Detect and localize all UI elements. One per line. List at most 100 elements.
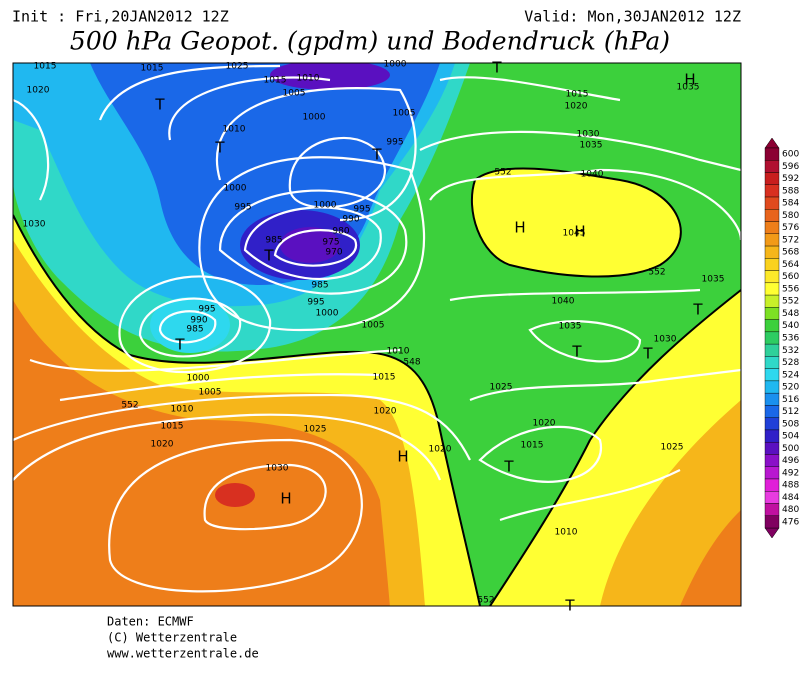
pressure-center: T — [263, 247, 274, 265]
colorbar-swatch — [764, 184, 780, 198]
pressure-center: T — [214, 139, 225, 157]
isobar-label: 1000 — [303, 113, 326, 123]
colorbar-label: 556 — [782, 284, 799, 294]
isobar-label: 1020 — [374, 407, 397, 417]
colorbar-swatch — [764, 429, 780, 443]
colorbar-swatch — [764, 441, 780, 455]
isobar-label: 985 — [186, 325, 203, 335]
isobar-label: 552 — [121, 401, 138, 411]
colorbar-swatch — [764, 356, 780, 369]
colorbar-label: 496 — [782, 456, 799, 466]
isobar-label: 1030 — [654, 335, 677, 345]
isobar-label: 1025 — [304, 425, 327, 435]
colorbar-swatch — [764, 319, 780, 333]
colorbar-swatch — [764, 392, 780, 406]
pressure-center: T — [564, 597, 575, 615]
valid-time: Valid: Mon,30JAN2012 12Z — [524, 8, 741, 26]
map-title: 500 hPa Geopot. (gpdm) und Bodendruck (h… — [70, 27, 670, 56]
isobar-label: 1010 — [223, 125, 246, 135]
colorbar-swatch — [764, 417, 780, 431]
colorbar-label: 516 — [782, 395, 799, 405]
isobar-label: 1045 — [563, 229, 586, 239]
colorbar-label: 564 — [782, 260, 799, 270]
colorbar-label: 504 — [782, 432, 799, 442]
colorbar-label: 572 — [782, 235, 799, 245]
pressure-center: T — [642, 345, 653, 363]
colorbar-swatch — [764, 478, 780, 492]
colorbar-swatch — [764, 503, 780, 516]
colorbar-label: 492 — [782, 468, 799, 478]
isobar-label: 1035 — [677, 83, 700, 93]
isobar-label: 1030 — [577, 130, 600, 140]
colorbar-label: 476 — [782, 517, 799, 527]
isobar-label: 552 — [494, 168, 511, 178]
isobar-label: 1020 — [27, 86, 50, 96]
isobar-label: 1005 — [393, 109, 416, 119]
isobar-label: 1025 — [661, 443, 684, 453]
colorbar-swatch — [764, 294, 780, 308]
colorbar: 600 596 592 588 584 580 576 572 568 564 560 556 552 5… — [764, 137, 799, 539]
isobar-label: 1000 — [384, 60, 407, 70]
pressure-center: T — [571, 343, 582, 361]
isobar-label: 1040 — [552, 297, 575, 307]
isobar-label: 1005 — [283, 89, 306, 99]
colorbar-label: 520 — [782, 383, 799, 393]
colorbar-label: 480 — [782, 505, 799, 515]
colorbar-swatch — [764, 172, 780, 185]
colorbar-label: 600 — [782, 150, 799, 160]
colorbar-swatch — [764, 515, 780, 529]
footer-line: www.wetterzentrale.de — [107, 647, 259, 661]
colorbar-swatch — [764, 270, 780, 284]
colorbar-label: 576 — [782, 223, 799, 233]
colorbar-label: 548 — [782, 309, 799, 319]
isobar-label: 1015 — [141, 64, 164, 74]
colorbar-label: 552 — [782, 297, 799, 307]
isobar-label: 970 — [325, 248, 342, 258]
colorbar-swatch — [764, 491, 780, 504]
colorbar-label: 488 — [782, 481, 799, 491]
colorbar-swatch — [764, 233, 780, 247]
colorbar-label: 500 — [782, 444, 799, 454]
isobar-label: 1020 — [429, 445, 452, 455]
colorbar-swatch — [764, 196, 780, 210]
colorbar-label: 584 — [782, 199, 799, 209]
pressure-center: H — [684, 71, 695, 89]
isobar-label: 995 — [234, 203, 251, 213]
isobar-label: 1005 — [362, 321, 385, 331]
colorbar-swatch — [764, 209, 780, 222]
isobar-label: 990 — [342, 215, 359, 225]
colorbar-swatch — [764, 454, 780, 467]
isobar-label: 1035 — [580, 141, 603, 151]
pressure-center: T — [503, 458, 514, 476]
pressure-center: T — [692, 301, 703, 319]
isobar-label: 995 — [307, 298, 324, 308]
isobar-label: 1000 — [316, 309, 339, 319]
isobar-label: 995 — [386, 138, 403, 148]
isobar-label: 1000 — [187, 374, 210, 384]
isobar-label: 1030 — [23, 220, 46, 230]
isobar-label: 1005 — [199, 388, 222, 398]
colorbar-swatch — [764, 307, 780, 320]
colorbar-swatch — [764, 466, 780, 480]
colorbar-label: 580 — [782, 211, 799, 221]
isobar-label: 995 — [353, 205, 370, 215]
colorbar-label: 568 — [782, 248, 799, 258]
colorbar-label: 508 — [782, 419, 799, 429]
pressure-center: H — [280, 490, 291, 508]
init-time: Init : Fri,20JAN2012 12Z — [12, 8, 229, 26]
isobar-label: 1000 — [224, 184, 247, 194]
colorbar-label: 484 — [782, 493, 799, 503]
isobar-label: 1015 — [161, 422, 184, 432]
pressure-center: H — [514, 219, 525, 237]
isobar-label: 1000 — [314, 201, 337, 211]
isobar-label: 1010 — [297, 74, 320, 84]
colorbar-swatch — [764, 368, 780, 382]
colorbar-label: 528 — [782, 358, 799, 368]
isobar-label: 1015 — [34, 62, 57, 72]
pressure-center: T — [371, 146, 382, 164]
isobar-label: 1035 — [559, 322, 582, 332]
pressure-center: T — [491, 59, 502, 77]
colorbar-label: 588 — [782, 186, 799, 196]
